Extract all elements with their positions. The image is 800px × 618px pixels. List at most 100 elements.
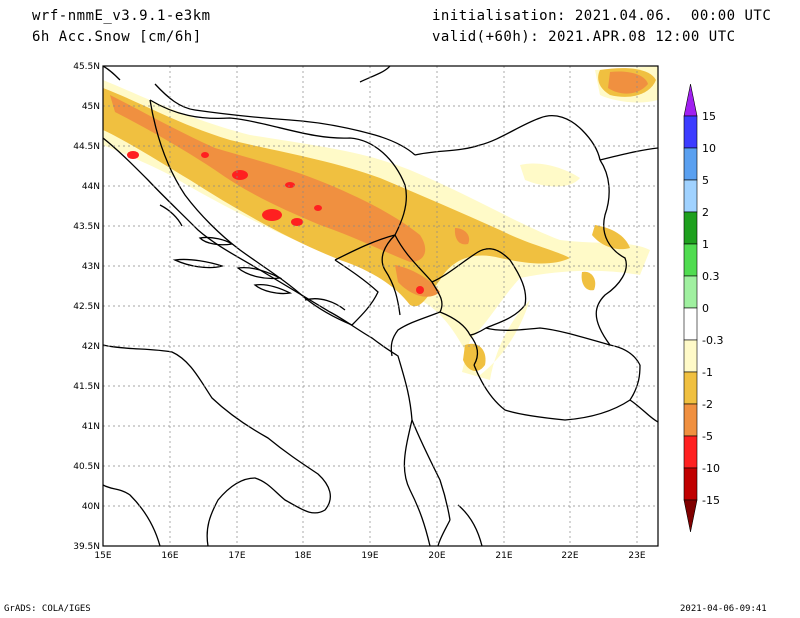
legend-swatch bbox=[683, 147, 698, 181]
y-tick-label: 44N bbox=[82, 182, 100, 192]
legend-label: 1 bbox=[702, 238, 709, 251]
legend-swatch bbox=[683, 403, 698, 437]
romania-bulgaria-border bbox=[599, 147, 658, 161]
montenegro-border bbox=[334, 234, 443, 357]
italy-heel bbox=[103, 484, 161, 546]
legend-swatch bbox=[683, 435, 698, 469]
bosnia-serbia-border bbox=[381, 234, 401, 316]
serbia-romania-border bbox=[414, 115, 601, 161]
bulgaria-greece-border bbox=[629, 399, 658, 423]
x-tick-label: 15E bbox=[94, 551, 111, 561]
snow-area-gold-east2 bbox=[581, 271, 596, 291]
y-tick-label: 40N bbox=[82, 502, 100, 512]
serbia-bulgaria-border bbox=[595, 159, 627, 346]
legend-swatch bbox=[683, 339, 698, 373]
valid-time: valid(+60h): 2021.APR.08 12:00 UTC bbox=[432, 29, 736, 45]
graticule bbox=[103, 66, 658, 546]
legend-label: -0.3 bbox=[702, 334, 723, 347]
y-axis-ticks: 45.5N 45N 44.5N 44N 43.5N 43N 42.5N 42N … bbox=[73, 62, 100, 552]
kosovo-dotted-border bbox=[477, 248, 511, 261]
peljesac bbox=[304, 298, 346, 311]
y-tick-label: 45N bbox=[82, 102, 100, 112]
x-tick-label: 22E bbox=[561, 551, 578, 561]
x-tick-label: 18E bbox=[294, 551, 311, 561]
legend-label: -10 bbox=[702, 462, 720, 475]
snow-core-red bbox=[232, 170, 248, 180]
x-tick-label: 20E bbox=[428, 551, 445, 561]
snow-area-orange-se bbox=[454, 228, 470, 245]
x-tick-label: 21E bbox=[495, 551, 512, 561]
init-time: initialisation: 2021.04.06. 00:00 UTC bbox=[432, 8, 772, 24]
snow-core-red bbox=[201, 152, 209, 158]
legend-swatch bbox=[683, 211, 698, 245]
coastline-layer bbox=[103, 137, 431, 546]
kosovo-border bbox=[431, 248, 527, 336]
snow-core-red bbox=[285, 182, 295, 188]
bosnia-west-border bbox=[149, 99, 353, 326]
color-legend: 15 10 5 2 1 0.3 0 -0.3 -1 -2 -5 -10 -15 bbox=[683, 83, 723, 533]
y-tick-label: 44.5N bbox=[73, 142, 100, 152]
legend-arrow-top bbox=[683, 83, 698, 117]
snow-core-red bbox=[262, 209, 282, 221]
snow-core-red bbox=[291, 218, 303, 226]
snow-area-light-north bbox=[520, 163, 580, 187]
x-tick-label: 17E bbox=[228, 551, 245, 561]
snow-core-red bbox=[314, 205, 322, 211]
legend-label: -2 bbox=[702, 398, 713, 411]
y-tick-label: 43.5N bbox=[73, 222, 100, 232]
montenegro-south bbox=[334, 259, 379, 326]
legend-label: -1 bbox=[702, 366, 713, 379]
y-tick-label: 42.5N bbox=[73, 302, 100, 312]
legend-label: 0.3 bbox=[702, 270, 720, 283]
legend-swatch bbox=[683, 467, 698, 501]
footer-credit: GrADS: COLA/IGES bbox=[4, 604, 91, 614]
snow-core-red bbox=[127, 151, 139, 159]
x-tick-label: 23E bbox=[628, 551, 645, 561]
island-5 bbox=[159, 204, 183, 227]
snow-area-orange-ne bbox=[608, 71, 648, 94]
y-tick-label: 43N bbox=[82, 262, 100, 272]
legend-swatch bbox=[683, 115, 698, 149]
y-tick-label: 42N bbox=[82, 342, 100, 352]
island-4 bbox=[253, 283, 293, 295]
italy-coast bbox=[103, 344, 331, 546]
legend-swatch bbox=[683, 275, 698, 309]
snow-core-red bbox=[416, 286, 424, 294]
x-tick-label: 19E bbox=[361, 551, 378, 561]
hungary-serbia-border bbox=[359, 66, 391, 83]
legend-label: -5 bbox=[702, 430, 713, 443]
y-tick-label: 41.5N bbox=[73, 382, 100, 392]
model-title: wrf-nmmE_v3.9.1-e3km bbox=[32, 8, 211, 24]
legend-label: 2 bbox=[702, 206, 709, 219]
legend-label: 5 bbox=[702, 174, 709, 187]
y-tick-label: 45.5N bbox=[73, 62, 100, 72]
greece-west-coast bbox=[437, 504, 483, 546]
legend-swatch bbox=[683, 179, 698, 213]
adriatic-east-coast bbox=[103, 137, 431, 546]
legend-label: 15 bbox=[702, 110, 716, 123]
legend-swatch bbox=[683, 243, 698, 277]
y-tick-label: 39.5N bbox=[73, 542, 100, 552]
macedonia-greece-border bbox=[473, 364, 641, 421]
y-tick-label: 40.5N bbox=[73, 462, 100, 472]
footer-timestamp: 2021-04-06-09:41 bbox=[680, 604, 767, 614]
snow-area-orange-south bbox=[395, 265, 440, 297]
snow-field-layer bbox=[103, 66, 658, 380]
snow-area-gold-east bbox=[592, 225, 630, 250]
legend-label: -15 bbox=[702, 494, 720, 507]
legend-arrow-bottom bbox=[683, 499, 698, 533]
island-2 bbox=[172, 258, 225, 269]
albania-greece-border bbox=[411, 419, 451, 521]
y-tick-label: 41N bbox=[82, 422, 100, 432]
x-axis-ticks: 15E 16E 17E 18E 19E 20E 21E 22E 23E bbox=[94, 551, 645, 561]
snow-area-gold-south bbox=[463, 343, 486, 372]
legend-label: 10 bbox=[702, 142, 716, 155]
legend-label: 0 bbox=[702, 302, 709, 315]
macedonia-north-border bbox=[485, 327, 641, 366]
legend-swatch bbox=[683, 307, 698, 341]
map-frame bbox=[102, 65, 659, 547]
border-layer bbox=[103, 66, 658, 546]
snow-area-orange bbox=[110, 95, 426, 262]
croatia-bosnia-north-border bbox=[149, 99, 407, 236]
